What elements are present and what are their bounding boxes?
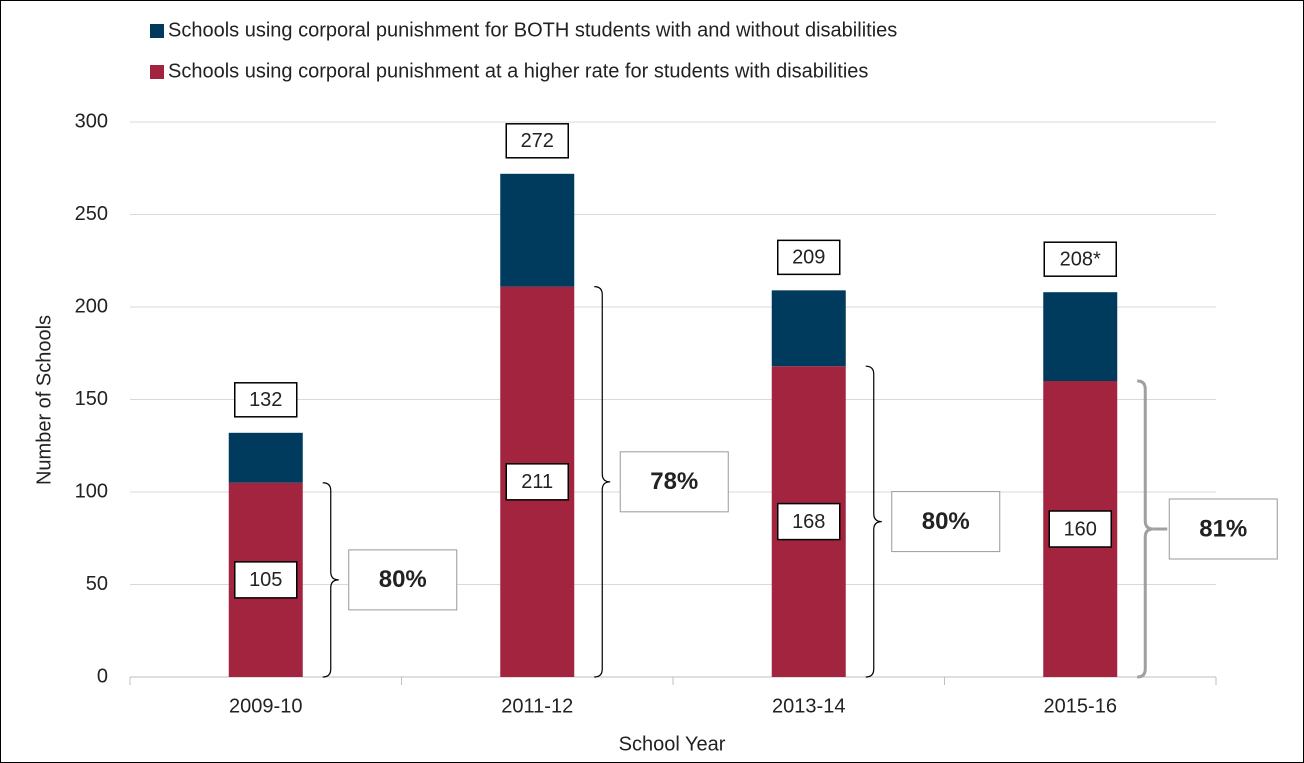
percent-label-box	[619, 451, 729, 513]
bar-segment	[771, 290, 846, 367]
y-tick-label: 150	[75, 388, 108, 410]
total-label: 272	[521, 130, 554, 152]
legend-label: Schools using corporal punishment for BO…	[168, 19, 897, 41]
x-tick-label: 2013-14	[772, 695, 845, 717]
x-tick-label: 2009-10	[229, 695, 302, 717]
bracket	[322, 482, 339, 678]
legend-label: Schools using corporal punishment at a h…	[168, 60, 868, 82]
y-tick-label: 250	[75, 203, 108, 225]
percent-label-box	[348, 549, 458, 611]
y-tick-label: 200	[75, 295, 108, 317]
bar-segment	[1043, 292, 1118, 381]
segment-label: 160	[1064, 518, 1097, 540]
percent-label: 81%	[1199, 515, 1247, 542]
percent-label: 78%	[650, 468, 698, 495]
percent-label-box	[1168, 498, 1278, 560]
x-tick-label: 2011-12	[501, 695, 573, 717]
bracket	[865, 365, 882, 678]
segment-label-box	[234, 561, 298, 599]
y-tick-label: 300	[75, 110, 108, 132]
segment-label-box	[505, 463, 569, 501]
bracket	[594, 286, 611, 678]
percent-label: 80%	[379, 566, 427, 593]
total-label-box	[777, 239, 841, 276]
percent-label: 80%	[922, 508, 970, 535]
bar-segment	[228, 432, 303, 483]
segment-label: 211	[521, 471, 553, 493]
total-label-box	[1043, 241, 1117, 277]
y-axis-title: Number of Schools	[33, 315, 55, 485]
legend-swatch	[150, 24, 164, 38]
x-axis-title: School Year	[619, 733, 726, 755]
segment-label: 168	[792, 511, 825, 533]
y-tick-label: 100	[75, 480, 108, 502]
legend-swatch	[150, 65, 164, 79]
x-tick-label: 2015-16	[1044, 695, 1117, 717]
bar-segment	[500, 173, 575, 287]
segment-label-box	[777, 502, 841, 541]
total-label: 208*	[1060, 248, 1101, 270]
total-label: 209	[792, 247, 825, 269]
y-tick-label: 50	[86, 573, 108, 595]
segment-label: 105	[249, 569, 282, 591]
total-label: 132	[249, 389, 282, 411]
percent-label-box	[891, 491, 1001, 553]
y-tick-label: 0	[97, 665, 108, 687]
segment-label-box	[1048, 510, 1112, 548]
total-label-box	[505, 123, 569, 159]
total-label-box	[234, 382, 298, 418]
